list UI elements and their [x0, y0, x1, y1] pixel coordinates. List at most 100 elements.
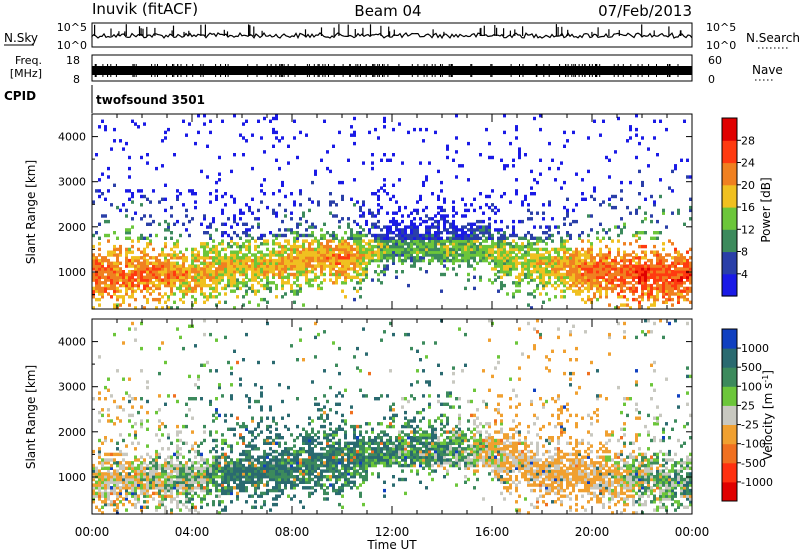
heatmap-cell [203, 472, 206, 476]
heatmap-cell [359, 261, 362, 265]
heatmap-cell [170, 488, 173, 493]
heatmap-cell [200, 286, 203, 291]
heatmap-cell [122, 341, 125, 345]
heatmap-cell [92, 244, 95, 249]
heatmap-cell [314, 236, 317, 240]
heatmap-cell [107, 377, 110, 381]
heatmap-cell [209, 475, 212, 479]
heatmap-cell [134, 436, 137, 440]
heatmap-cell [95, 297, 98, 302]
heatmap-cell [647, 283, 650, 288]
heatmap-cell [239, 436, 242, 440]
heatmap-cell [272, 463, 275, 468]
heatmap-cell [617, 239, 620, 243]
heatmap-cell [131, 463, 134, 468]
heatmap-cell [254, 275, 257, 279]
heatmap-cell [452, 233, 455, 238]
heatmap-cell [530, 242, 533, 246]
heatmap-cell [521, 270, 524, 274]
heatmap-cell [434, 214, 437, 218]
heatmap-cell [128, 472, 131, 476]
heatmap-cell [251, 133, 254, 137]
heatmap-cell [359, 295, 362, 299]
heatmap-cell [338, 256, 341, 260]
heatmap-cell [146, 427, 149, 431]
heatmap-cell [200, 242, 203, 246]
heatmap-cell [113, 399, 116, 404]
heatmap-cell [125, 461, 128, 465]
heatmap-cell [155, 472, 158, 476]
heatmap-cell [527, 203, 530, 207]
heatmap-cell [515, 267, 518, 271]
heatmap-cell [455, 233, 458, 238]
heatmap-cell [662, 256, 665, 260]
heatmap-cell [140, 480, 143, 484]
heatmap-cell [485, 256, 488, 260]
heatmap-cell [674, 261, 677, 265]
heatmap-cell [287, 228, 290, 232]
heatmap-cell [110, 502, 113, 507]
heatmap-cell [224, 438, 227, 443]
heatmap-cell [263, 438, 266, 443]
heatmap-cell [281, 488, 284, 493]
heatmap-cell [221, 508, 224, 512]
heatmap-cell [242, 422, 245, 426]
heatmap-cell [653, 278, 656, 282]
heatmap-cell [215, 194, 218, 199]
heatmap-cell [179, 264, 182, 268]
heatmap-cell [158, 480, 161, 484]
heatmap-cell [296, 397, 299, 401]
station-title: Inuvik (fitACF) [92, 0, 198, 18]
heatmap-cell [257, 236, 260, 240]
heatmap-cell [599, 286, 602, 291]
heatmap-cell [125, 236, 128, 240]
heatmap-cell [629, 306, 632, 310]
heatmap-cell [644, 231, 647, 235]
heatmap-cell [356, 289, 359, 293]
heatmap-cell [335, 275, 338, 279]
heatmap-cell [545, 258, 548, 263]
heatmap-cell [194, 461, 197, 465]
heatmap-cell [455, 236, 458, 240]
heatmap-cell [653, 295, 656, 299]
heatmap-cell [668, 283, 671, 288]
heatmap-cell [455, 231, 458, 235]
heatmap-cell [626, 270, 629, 274]
heatmap-cell [176, 197, 179, 201]
heatmap-cell [440, 250, 443, 254]
heatmap-cell [362, 250, 365, 254]
heatmap-cell [302, 258, 305, 263]
heatmap-cell [113, 183, 116, 187]
heatmap-cell [257, 264, 260, 268]
heatmap-cell [215, 483, 218, 487]
heatmap-cell [188, 472, 191, 476]
heatmap-cell [299, 472, 302, 476]
heatmap-cell [494, 272, 497, 277]
heatmap-cell [650, 303, 653, 307]
heatmap-cell [164, 219, 167, 224]
heatmap-cell [431, 233, 434, 238]
heatmap-cell [143, 194, 146, 199]
heatmap-cell [131, 502, 134, 507]
heatmap-cell [131, 283, 134, 288]
heatmap-cell [272, 472, 275, 476]
heatmap-cell [254, 469, 257, 473]
heatmap-cell [623, 272, 626, 277]
heatmap-cell [116, 369, 119, 373]
heatmap-cell [266, 424, 269, 429]
heatmap-cell [647, 286, 650, 291]
heatmap-cell [224, 419, 227, 423]
heatmap-cell [521, 264, 524, 268]
heatmap-cell [362, 253, 365, 257]
heatmap-cell [599, 270, 602, 274]
heatmap-cell [203, 488, 206, 493]
heatmap-cell [299, 463, 302, 468]
heatmap-cell [635, 261, 638, 265]
heatmap-cell [242, 136, 245, 140]
heatmap-cell [542, 203, 545, 207]
heatmap-cell [599, 261, 602, 265]
heatmap-cell [173, 486, 176, 490]
heatmap-cell [149, 242, 152, 246]
heatmap-cell [584, 275, 587, 279]
heatmap-cell [161, 306, 164, 310]
